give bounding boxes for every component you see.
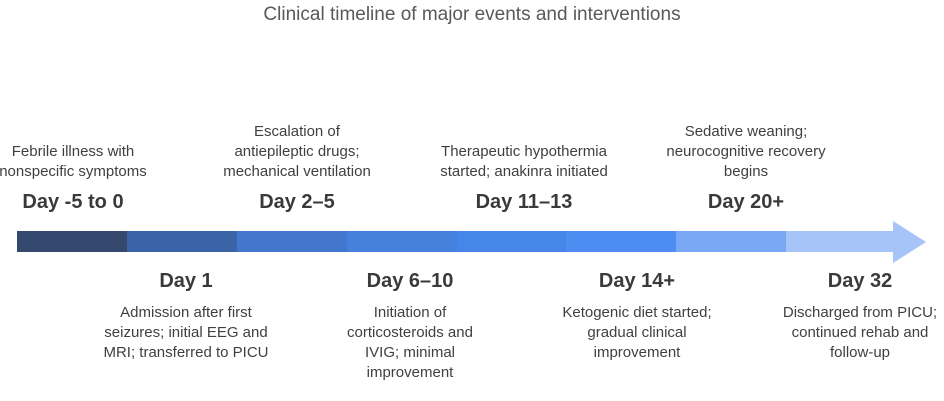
- event-day-label: Day 20+: [707, 191, 785, 213]
- timeline-bar-segment: [786, 231, 896, 252]
- timeline-bar-segment: [456, 231, 567, 252]
- timeline-event-bottom-4: Day 32 Discharged from PICU; continued r…: [775, 268, 944, 363]
- timeline-event-top-1: Febrile illness with nonspecific symptom…: [0, 142, 151, 215]
- event-description: Sedative weaning; neurocognitive recover…: [666, 123, 826, 180]
- event-description: Admission after first seizures; initial …: [103, 304, 269, 361]
- event-description: Initiation of corticosteroids and IVIG; …: [347, 304, 473, 381]
- event-day-label: Day -5 to 0: [22, 191, 124, 213]
- timeline-bar-segment: [566, 231, 677, 252]
- event-description: Escalation of antiepileptic drugs; mecha…: [223, 123, 371, 180]
- event-day-label: Day 2–5: [259, 191, 335, 213]
- timeline-event-top-4: Sedative weaning; neurocognitive recover…: [666, 122, 826, 215]
- arrowhead-icon: [893, 221, 926, 263]
- event-description: Ketogenic diet started; gradual clinical…: [562, 304, 712, 361]
- timeline-event-bottom-2: Day 6–10 Initiation of corticosteroids a…: [330, 268, 490, 383]
- event-description: Febrile illness with nonspecific symptom…: [0, 143, 147, 180]
- event-day-label: Day 1: [159, 270, 213, 292]
- timeline-event-top-2: Escalation of antiepileptic drugs; mecha…: [217, 122, 377, 215]
- timeline-event-top-3: Therapeutic hypothermia started; anakinr…: [434, 142, 614, 215]
- timeline-bar-segment: [17, 231, 127, 252]
- figure-title: Clinical timeline of major events and in…: [263, 4, 681, 25]
- timeline-event-bottom-1: Day 1 Admission after first seizures; in…: [96, 268, 276, 363]
- timeline-bar-segment: [126, 231, 237, 252]
- timeline-bar-segment: [346, 231, 457, 252]
- event-day-label: Day 14+: [598, 270, 676, 292]
- event-description: Therapeutic hypothermia started; anakinr…: [440, 143, 608, 180]
- timeline-bar-segment: [676, 231, 787, 252]
- event-day-label: Day 32: [827, 270, 893, 292]
- timeline-bar: [17, 231, 896, 252]
- event-description: Discharged from PICU; continued rehab an…: [782, 304, 938, 361]
- event-day-label: Day 11–13: [475, 191, 573, 213]
- event-day-label: Day 6–10: [366, 270, 454, 292]
- timeline-event-bottom-3: Day 14+ Ketogenic diet started; gradual …: [552, 268, 722, 363]
- timeline-bar-segment: [236, 231, 347, 252]
